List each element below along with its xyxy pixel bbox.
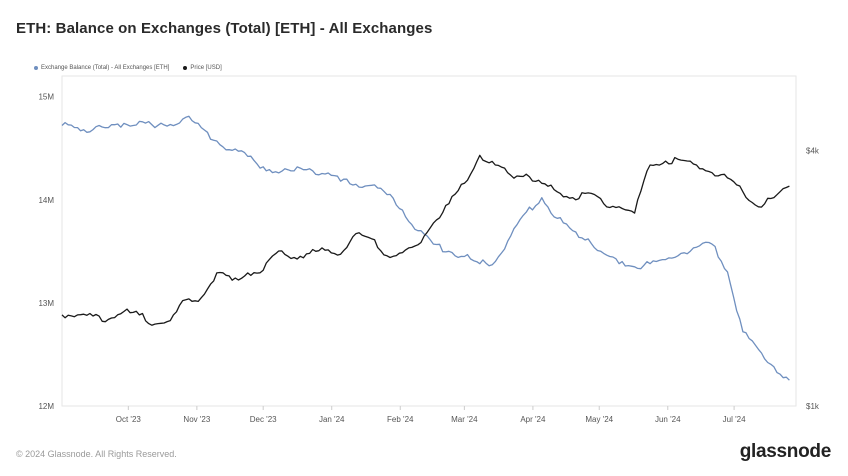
legend-dot-balance-icon: [34, 66, 38, 70]
y-left-tick-13m: 13M: [38, 299, 54, 308]
y-right-tick-0: $1k: [806, 402, 820, 411]
legend-label-price: Price [USD]: [190, 65, 222, 71]
x-tick-label-9: Jul '24: [723, 415, 746, 424]
x-tick-label-0: Oct '23: [116, 415, 142, 424]
copyright-text: © 2024 Glassnode. All Rights Reserved.: [16, 449, 177, 459]
x-tick-label-1: Nov '23: [183, 415, 210, 424]
legend-label-balance: Exchange Balance (Total) - All Exchanges…: [41, 65, 170, 71]
page-title: ETH: Balance on Exchanges (Total) [ETH] …: [16, 20, 433, 37]
series-line-price: [61, 154, 790, 326]
x-tick-label-7: May '24: [585, 415, 613, 424]
x-tick-label-6: Apr '24: [520, 415, 546, 424]
y-left-tick-15m: 15M: [38, 93, 54, 102]
legend-dot-price-icon: [183, 66, 188, 70]
y-right-tick-1: $4k: [806, 147, 820, 156]
y-left-tick-14m: 14M: [38, 196, 54, 205]
x-tick-label-2: Dec '23: [250, 415, 277, 424]
legend-item-balance[interactable]: Exchange Balance (Total) - All Exchanges…: [34, 65, 169, 71]
legend-item-price[interactable]: Price [USD]: [183, 65, 222, 71]
plot-frame: [61, 75, 797, 407]
x-tick-label-4: Feb '24: [387, 415, 414, 424]
x-tick-label-8: Jun '24: [655, 415, 681, 424]
glassnode-logo: glassnode: [739, 441, 832, 462]
chart-legend: Exchange Balance (Total) - All Exchanges…: [34, 65, 222, 71]
y-left-tick-12m: 12M: [38, 402, 54, 411]
series-line-exchange-balance: [61, 115, 790, 381]
x-tick-label-3: Jan '24: [319, 415, 345, 424]
x-tick-label-5: Mar '24: [451, 415, 478, 424]
